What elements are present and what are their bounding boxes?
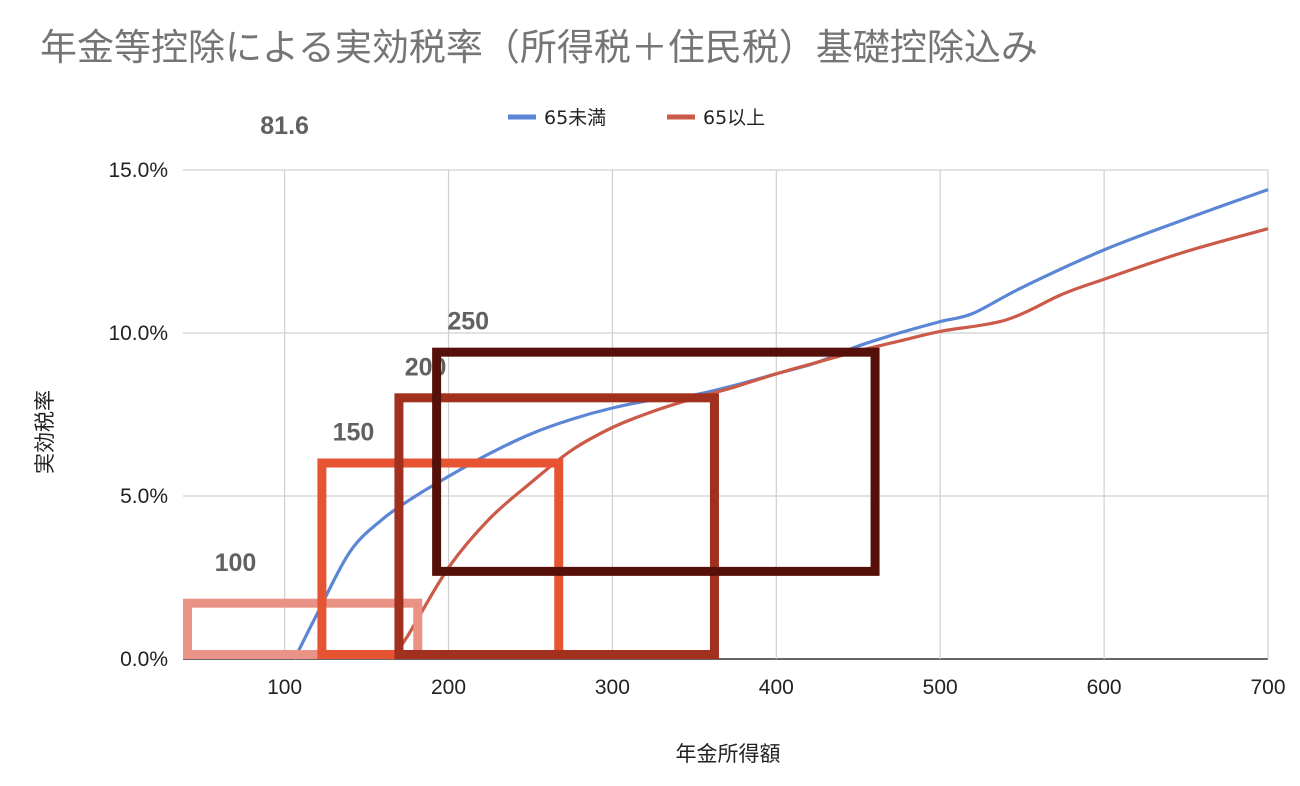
- annotation-box: [432, 347, 880, 576]
- x-tick-label: 200: [431, 676, 466, 699]
- chart-title: 年金等控除による実効税率（所得税＋住民税）基礎控除込み: [40, 26, 1038, 69]
- x-tick-label: 300: [595, 676, 630, 699]
- x-tick-label: 500: [923, 676, 958, 699]
- x-tick-label: 600: [1087, 676, 1122, 699]
- gridlines: [183, 169, 1269, 660]
- y-tick-label: 5.0%: [120, 485, 168, 508]
- annotation-box: [183, 598, 423, 660]
- y-tick-label: 0.0%: [120, 648, 168, 671]
- legend-label-series-1: 65未満: [544, 107, 606, 129]
- annotation-box: [394, 393, 719, 659]
- annotation-label: 81.6: [260, 112, 309, 140]
- annotation-label: 150: [333, 419, 375, 447]
- x-tick-label: 100: [267, 676, 302, 699]
- y-tick-label: 15.0%: [108, 159, 168, 182]
- annotation-label: 100: [215, 549, 257, 577]
- legend: 65未満 65以上: [508, 107, 765, 129]
- x-axis-title: 年金所得額: [676, 742, 781, 766]
- x-tick-label: 700: [1250, 676, 1285, 699]
- y-axis-title: 実効税率: [33, 390, 57, 474]
- x-tick-label: 400: [759, 676, 794, 699]
- y-axis-ticks: 0.0% 5.0% 10.0% 15.0%: [108, 159, 168, 671]
- x-axis-ticks: 100 200 300 400 500 600 700: [267, 676, 1285, 699]
- legend-label-series-2: 65以上: [703, 107, 765, 129]
- y-tick-label: 10.0%: [108, 322, 168, 345]
- annotation-label: 250: [447, 308, 489, 336]
- series-line-2: [389, 227, 1269, 660]
